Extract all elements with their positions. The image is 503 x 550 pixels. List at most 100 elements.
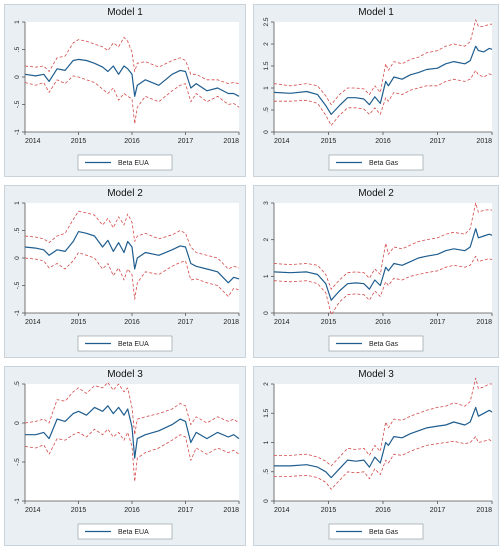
legend-label: Beta EUA xyxy=(118,341,149,348)
y-tick-label: .5 xyxy=(14,46,21,52)
y-tick-label: 0 xyxy=(263,130,270,134)
lower-bound-line xyxy=(24,252,240,300)
x-tick-label: 2017 xyxy=(178,319,194,326)
beta-line xyxy=(273,45,493,116)
lower-bound-line xyxy=(274,70,493,126)
x-tick-label: 2015 xyxy=(321,319,337,326)
legend-label: Beta Gas xyxy=(369,341,399,348)
chart-panel-model1-beta-eua: Model 1 -1 -.5 0 .5 1 2014 2015 2016 2017 2018 Bet… xyxy=(4,4,246,177)
plot-area xyxy=(274,22,492,132)
x-tick-label: 2017 xyxy=(178,138,194,145)
x-tick-label: 2014 xyxy=(25,138,41,145)
y-tick-label: 1 xyxy=(14,201,21,205)
chart-title: Model 2 xyxy=(107,188,143,199)
x-tick-label: 2016 xyxy=(375,138,391,145)
chart-panel-model1-beta-gas: Model 1 0 .5 1 1.5 2 2.5 2014 2015 2016 2017 2018 B… xyxy=(253,4,499,177)
y-tick-label: -.5 xyxy=(14,100,21,108)
x-tick-label: 2015 xyxy=(71,138,87,145)
plot-area xyxy=(274,384,492,501)
plot-area xyxy=(25,203,239,313)
legend-label: Beta Gas xyxy=(369,529,399,536)
chart-title: Model 2 xyxy=(358,188,394,199)
y-tick-label: -.5 xyxy=(14,281,21,289)
y-tick-label: .5 xyxy=(263,107,270,113)
x-tick-label: 2014 xyxy=(274,507,290,514)
x-tick-label: 2016 xyxy=(375,319,391,326)
chart-panel-model2-beta-eua: Model 2 -1 -.5 0 .5 1 2014 2015 2016 2017 2018 Bet… xyxy=(4,185,246,358)
chart-title: Model 3 xyxy=(358,369,394,380)
legend-label: Beta EUA xyxy=(118,529,149,536)
x-tick-label: 2014 xyxy=(274,319,290,326)
plot-area xyxy=(274,203,492,313)
x-tick-label: 2016 xyxy=(124,507,140,514)
x-tick-label: 2015 xyxy=(71,319,87,326)
y-tick-label: 1 xyxy=(263,86,270,90)
x-tick-label: 2016 xyxy=(124,138,140,145)
x-tick-label: 2014 xyxy=(274,138,290,145)
x-tick-label: 2017 xyxy=(430,507,446,514)
y-tick-label: 0 xyxy=(14,75,21,79)
x-tick-label: 2017 xyxy=(430,138,446,145)
x-tick-label: 2015 xyxy=(321,507,337,514)
y-tick-label: -1 xyxy=(14,498,21,504)
x-tick-label: 2018 xyxy=(223,507,239,514)
x-tick-label: 2014 xyxy=(25,507,41,514)
x-tick-label: 2014 xyxy=(25,319,41,326)
legend-box xyxy=(77,523,173,540)
legend-box xyxy=(328,523,424,540)
y-tick-label: 1 xyxy=(263,440,270,444)
x-tick-label: 2018 xyxy=(223,138,239,145)
chart-svg: -1 -.5 0 .5 1 2014 2015 2016 2017 2018 Beta EUA xyxy=(14,20,240,171)
chart-svg: -1 -.5 0 .5 1 2014 2015 2016 2017 2018 Beta EUA xyxy=(14,201,240,352)
y-tick-label: -.5 xyxy=(14,458,21,466)
y-tick-label: 3 xyxy=(263,201,270,205)
chart-svg: -1 -.5 0 .5 2014 2015 2016 2017 2018 Beta EUA xyxy=(14,381,240,540)
y-tick-label: 1 xyxy=(14,20,21,24)
lower-bound-line xyxy=(24,75,240,125)
chart-title: Model 1 xyxy=(107,7,143,18)
y-tick-label: 0 xyxy=(263,311,270,315)
y-tick-label: 2 xyxy=(263,42,270,46)
legend-box xyxy=(77,154,173,171)
chart-title: Model 3 xyxy=(107,369,143,380)
x-tick-label: 2018 xyxy=(476,507,492,514)
y-tick-label: .5 xyxy=(14,381,21,387)
legend-box xyxy=(77,335,173,352)
beta-line xyxy=(24,58,240,97)
x-tick-label: 2015 xyxy=(71,507,87,514)
y-tick-label: 0 xyxy=(14,256,21,260)
chart-svg: 0 1 2 3 2014 2015 2016 2017 2018 Beta Gas xyxy=(263,201,493,352)
y-tick-label: .5 xyxy=(14,227,21,233)
chart-panel-model3-beta-gas: Model 3 0 .5 1 1.5 2 2014 2015 2016 2017 2018 Beta… xyxy=(253,366,499,546)
lower-bound-line xyxy=(24,428,240,482)
legend-box xyxy=(328,335,424,352)
upper-bound-line xyxy=(24,210,240,270)
y-tick-label: 2 xyxy=(263,382,270,386)
upper-bound-line xyxy=(273,202,493,290)
plot-area xyxy=(25,384,239,501)
legend-label: Beta EUA xyxy=(118,160,149,167)
beta-line xyxy=(273,228,493,301)
upper-bound-line xyxy=(24,381,240,436)
upper-bound-line xyxy=(273,19,492,106)
y-tick-label: 0 xyxy=(14,421,21,425)
upper-bound-line xyxy=(274,377,492,467)
x-tick-label: 2018 xyxy=(223,319,239,326)
chart-panel-model2-beta-gas: Model 2 0 1 2 3 2014 2015 2016 2017 2018 Beta Gas xyxy=(253,185,499,358)
x-tick-label: 2016 xyxy=(375,507,391,514)
x-tick-label: 2016 xyxy=(124,319,140,326)
y-tick-label: 1.5 xyxy=(263,408,270,417)
chart-panel-model3-beta-eua: Model 3 -1 -.5 0 .5 2014 2015 2016 2017 2018 Beta… xyxy=(4,366,246,546)
lower-bound-line xyxy=(274,436,493,490)
y-tick-label: 0 xyxy=(263,499,270,503)
y-tick-label: 1.5 xyxy=(263,61,270,70)
beta-line xyxy=(25,405,240,459)
y-tick-label: 2.5 xyxy=(263,17,270,26)
legend-label: Beta Gas xyxy=(369,160,399,167)
chart-title: Model 1 xyxy=(358,7,394,18)
chart-svg: 0 .5 1 1.5 2 2014 2015 2016 2017 2018 Beta Gas xyxy=(263,377,493,540)
y-tick-label: .5 xyxy=(263,469,270,475)
x-tick-label: 2015 xyxy=(321,138,337,145)
y-tick-label: 2 xyxy=(263,237,270,241)
